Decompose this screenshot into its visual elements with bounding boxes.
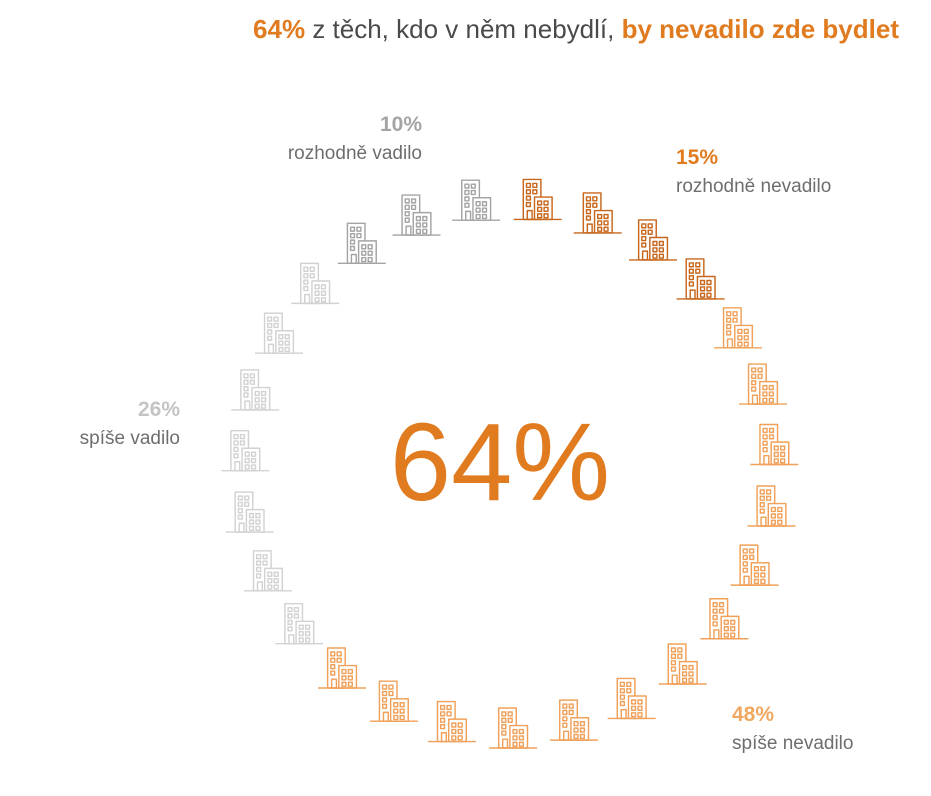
building-icon bbox=[738, 363, 787, 405]
building-icon bbox=[607, 677, 656, 720]
pct-spise-nevadilo: 48% bbox=[732, 703, 775, 726]
building-icon bbox=[489, 707, 538, 749]
building-icon bbox=[275, 602, 324, 645]
label-spise-nevadilo: 48% spíše nevadilo bbox=[732, 700, 853, 758]
title-highlight-phrase: by nevadilo zde bydlet bbox=[621, 14, 899, 44]
building-icon bbox=[225, 491, 274, 533]
pct-rozhodne-vadilo: 10% bbox=[379, 113, 422, 136]
label-rozhodne-nevadilo: 15% rozhodně nevadilo bbox=[676, 143, 831, 201]
building-icon bbox=[550, 699, 599, 741]
building-icon bbox=[318, 647, 367, 689]
title-highlight-percent: 64% bbox=[253, 14, 306, 44]
building-icon bbox=[730, 544, 779, 586]
building-icon bbox=[513, 178, 562, 221]
building-icon bbox=[291, 262, 340, 305]
building-icon bbox=[573, 192, 622, 234]
name-spise-nevadilo: spíše nevadilo bbox=[732, 733, 854, 755]
building-icon bbox=[747, 485, 796, 527]
building-icon bbox=[750, 423, 799, 466]
name-spise-vadilo: spíše vadilo bbox=[79, 428, 180, 450]
building-icon bbox=[337, 222, 386, 265]
pct-spise-vadilo: 26% bbox=[137, 398, 180, 421]
building-icon bbox=[452, 179, 501, 221]
building-icon bbox=[254, 312, 303, 354]
building-icon bbox=[231, 369, 280, 411]
building-icon bbox=[676, 258, 725, 300]
pct-rozhodne-nevadilo: 15% bbox=[676, 146, 719, 169]
center-value: 64% bbox=[389, 401, 611, 524]
building-icon bbox=[700, 598, 749, 640]
building-icon bbox=[427, 700, 476, 743]
name-rozhodne-nevadilo: rozhodně nevadilo bbox=[676, 176, 832, 198]
name-rozhodne-vadilo: rozhodně vadilo bbox=[287, 143, 422, 165]
chart-title: 64% z těch, kdo v něm nebydlí, by nevadi… bbox=[253, 14, 899, 45]
building-icon bbox=[369, 680, 418, 722]
building-icon bbox=[243, 550, 292, 592]
label-rozhodne-vadilo: 10% rozhodně vadilo bbox=[288, 110, 422, 168]
title-text: z těch, kdo v něm nebydlí, bbox=[305, 14, 622, 44]
building-icon bbox=[658, 643, 707, 685]
building-icon bbox=[713, 307, 762, 349]
label-spise-vadilo: 26% spíše vadilo bbox=[80, 395, 180, 453]
building-icon bbox=[629, 219, 678, 261]
building-icon bbox=[392, 194, 441, 236]
building-icon bbox=[221, 429, 270, 472]
